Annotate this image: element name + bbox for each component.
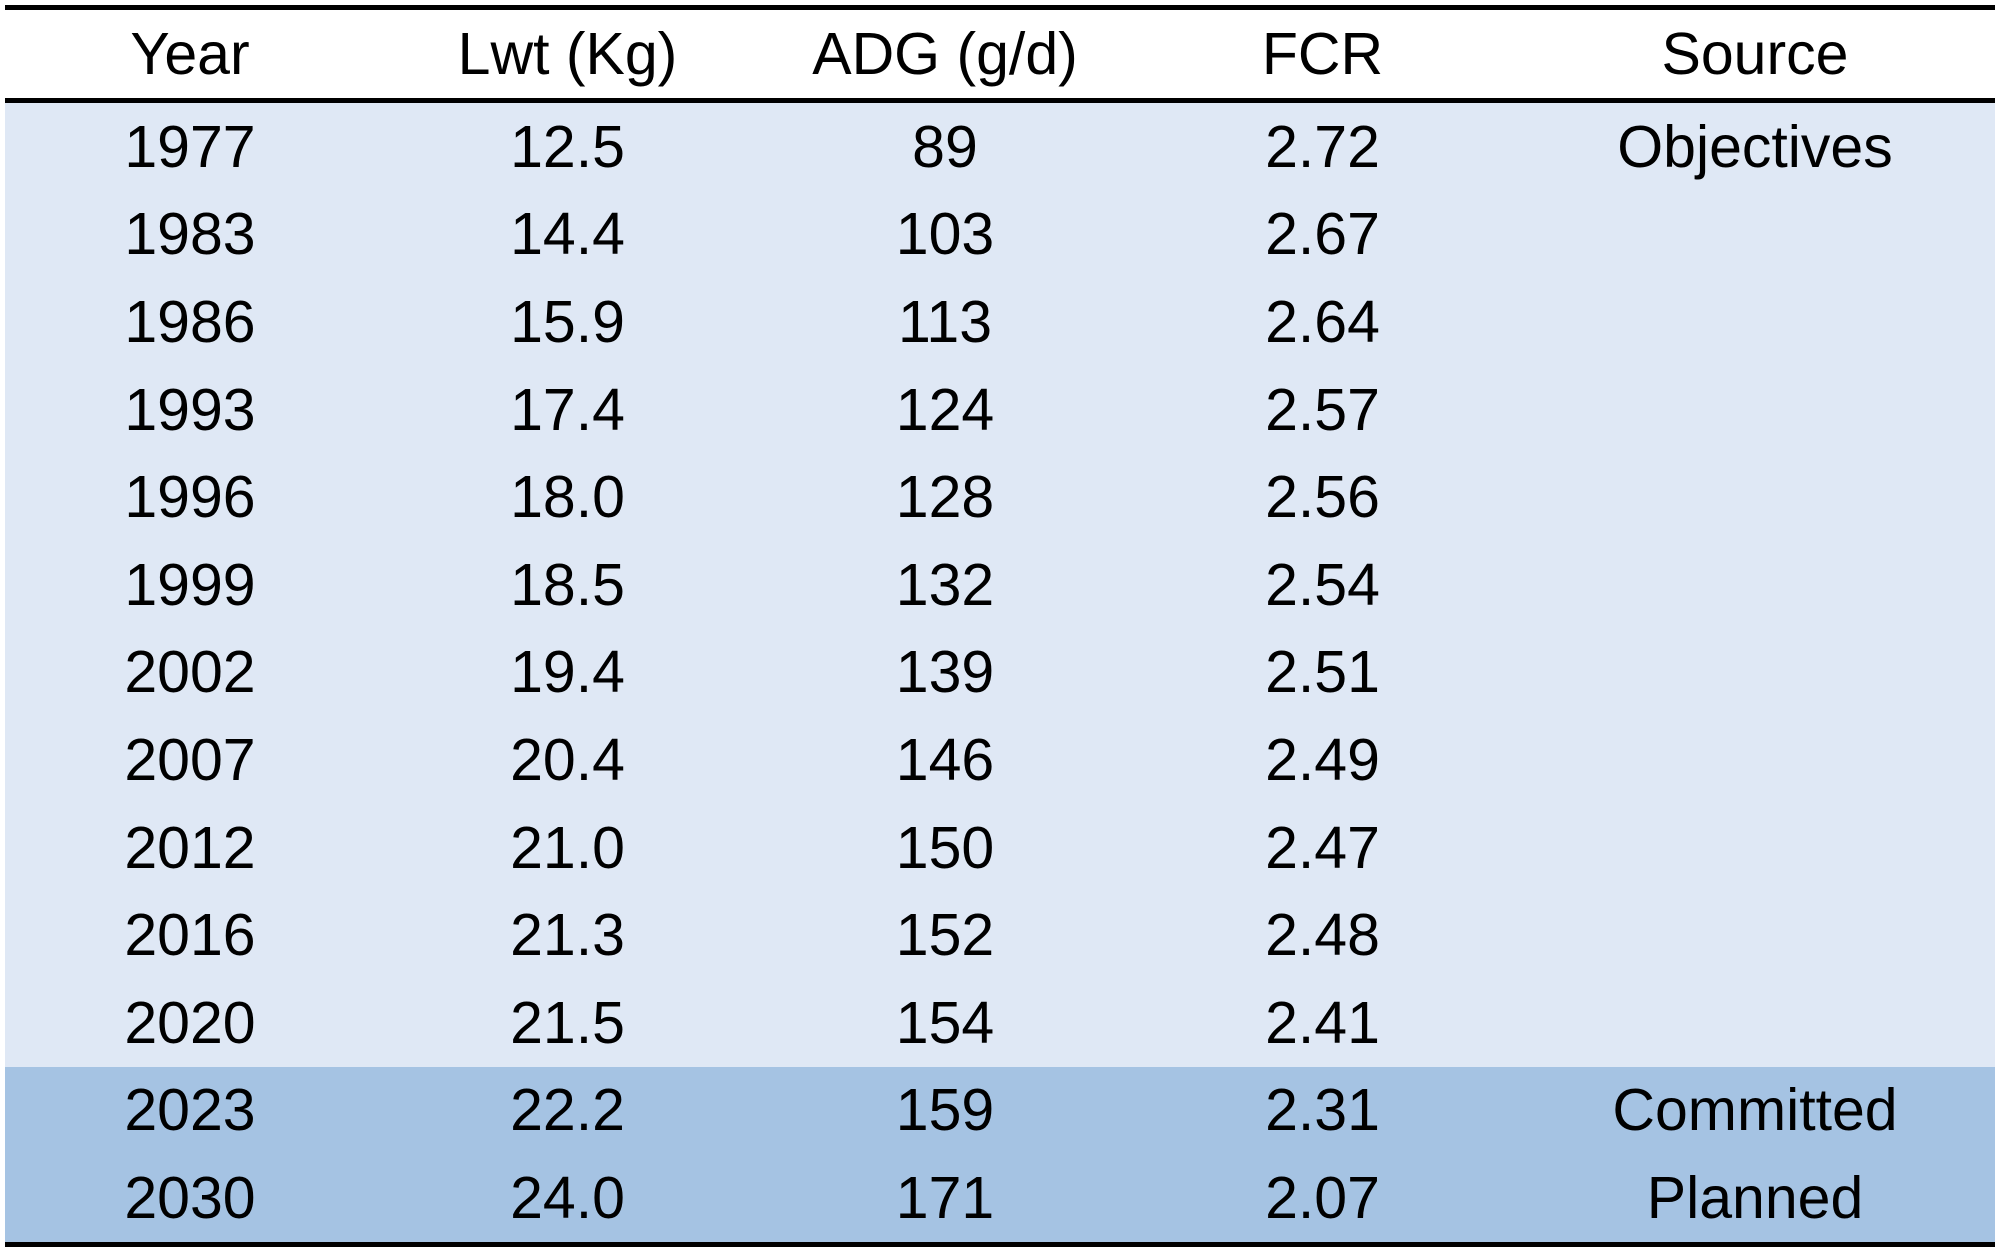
cell-lwt: 21.5 <box>375 978 760 1067</box>
cell-adg: 139 <box>760 628 1130 717</box>
table-row: 2002 19.4 139 2.51 <box>5 628 1995 717</box>
cell-lwt: 21.0 <box>375 803 760 892</box>
cell-fcr: 2.57 <box>1130 365 1515 454</box>
cell-source <box>1515 716 1995 804</box>
table-row: 1993 17.4 124 2.57 <box>5 365 1995 454</box>
cell-lwt: 21.3 <box>375 891 760 979</box>
cell-year: 2020 <box>5 978 375 1067</box>
cell-lwt: 20.4 <box>375 716 760 804</box>
cell-lwt: 18.0 <box>375 453 760 541</box>
cell-fcr: 2.31 <box>1130 1066 1515 1155</box>
cell-adg: 150 <box>760 803 1130 892</box>
cell-adg: 154 <box>760 978 1130 1067</box>
cell-adg: 103 <box>760 190 1130 279</box>
cell-fcr: 2.56 <box>1130 453 1515 541</box>
cell-lwt: 14.4 <box>375 190 760 279</box>
cell-source <box>1515 803 1995 892</box>
cell-adg: 171 <box>760 1154 1130 1245</box>
cell-year: 1986 <box>5 278 375 366</box>
cell-lwt: 12.5 <box>375 100 760 191</box>
table-row: 1983 14.4 103 2.67 <box>5 190 1995 279</box>
table-row: 2020 21.5 154 2.41 <box>5 978 1995 1067</box>
cell-lwt: 18.5 <box>375 540 760 629</box>
cell-source <box>1515 978 1995 1067</box>
cell-lwt: 22.2 <box>375 1066 760 1155</box>
cell-fcr: 2.41 <box>1130 978 1515 1067</box>
cell-fcr: 2.54 <box>1130 540 1515 629</box>
cell-fcr: 2.07 <box>1130 1154 1515 1245</box>
header-row: Year Lwt (Kg) ADG (g/d) FCR Source <box>5 7 1995 101</box>
cell-year: 2007 <box>5 716 375 804</box>
cell-source <box>1515 628 1995 717</box>
table-row: 2016 21.3 152 2.48 <box>5 891 1995 979</box>
cell-source <box>1515 365 1995 454</box>
header-source: Source <box>1515 7 1995 101</box>
cell-adg: 124 <box>760 365 1130 454</box>
cell-fcr: 2.47 <box>1130 803 1515 892</box>
table-row: 1977 12.5 89 2.72 Objectives <box>5 100 1995 191</box>
cell-year: 2012 <box>5 803 375 892</box>
cell-lwt: 15.9 <box>375 278 760 366</box>
header-year: Year <box>5 7 375 101</box>
cell-adg: 128 <box>760 453 1130 541</box>
table-row: 2030 24.0 171 2.07 Planned <box>5 1154 1995 1245</box>
cell-source: Planned <box>1515 1154 1995 1245</box>
performance-table: Year Lwt (Kg) ADG (g/d) FCR Source 1977 … <box>5 5 1995 1247</box>
cell-year: 1999 <box>5 540 375 629</box>
table-row: 2007 20.4 146 2.49 <box>5 716 1995 804</box>
cell-year: 2023 <box>5 1066 375 1155</box>
table-row: 1986 15.9 113 2.64 <box>5 278 1995 366</box>
table-row: 1999 18.5 132 2.54 <box>5 540 1995 629</box>
cell-source <box>1515 278 1995 366</box>
cell-source <box>1515 453 1995 541</box>
cell-lwt: 19.4 <box>375 628 760 717</box>
cell-adg: 152 <box>760 891 1130 979</box>
cell-year: 2016 <box>5 891 375 979</box>
cell-adg: 113 <box>760 278 1130 366</box>
table-row: 2012 21.0 150 2.47 <box>5 803 1995 892</box>
cell-fcr: 2.51 <box>1130 628 1515 717</box>
cell-fcr: 2.48 <box>1130 891 1515 979</box>
cell-fcr: 2.49 <box>1130 716 1515 804</box>
cell-adg: 132 <box>760 540 1130 629</box>
table-row: 1996 18.0 128 2.56 <box>5 453 1995 541</box>
cell-source <box>1515 540 1995 629</box>
table-body: 1977 12.5 89 2.72 Objectives 1983 14.4 1… <box>5 100 1995 1245</box>
cell-year: 1977 <box>5 100 375 191</box>
cell-source: Objectives <box>1515 100 1995 191</box>
table-header: Year Lwt (Kg) ADG (g/d) FCR Source <box>5 7 1995 101</box>
cell-adg: 89 <box>760 100 1130 191</box>
cell-year: 1996 <box>5 453 375 541</box>
cell-year: 2002 <box>5 628 375 717</box>
cell-source: Committed <box>1515 1066 1995 1155</box>
cell-year: 1993 <box>5 365 375 454</box>
table-row: 2023 22.2 159 2.31 Committed <box>5 1066 1995 1155</box>
performance-table-container: Year Lwt (Kg) ADG (g/d) FCR Source 1977 … <box>5 5 1995 1247</box>
cell-fcr: 2.72 <box>1130 100 1515 191</box>
cell-fcr: 2.67 <box>1130 190 1515 279</box>
cell-adg: 159 <box>760 1066 1130 1155</box>
cell-adg: 146 <box>760 716 1130 804</box>
cell-lwt: 17.4 <box>375 365 760 454</box>
header-adg: ADG (g/d) <box>760 7 1130 101</box>
cell-fcr: 2.64 <box>1130 278 1515 366</box>
cell-source <box>1515 891 1995 979</box>
cell-year: 2030 <box>5 1154 375 1245</box>
cell-year: 1983 <box>5 190 375 279</box>
cell-lwt: 24.0 <box>375 1154 760 1245</box>
header-lwt: Lwt (Kg) <box>375 7 760 101</box>
header-fcr: FCR <box>1130 7 1515 101</box>
cell-source <box>1515 190 1995 279</box>
